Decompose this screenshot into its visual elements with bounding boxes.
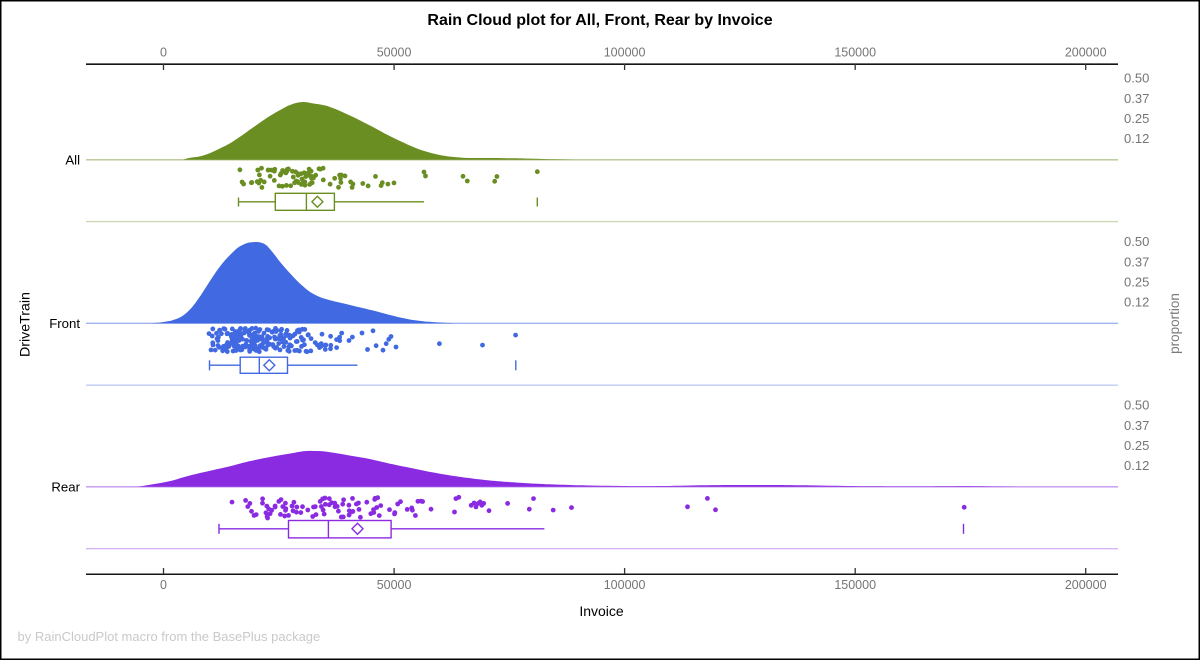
svg-text:50000: 50000 [377, 46, 412, 60]
svg-text:150000: 150000 [834, 46, 876, 60]
svg-text:0.12: 0.12 [1124, 131, 1149, 146]
svg-text:100000: 100000 [604, 578, 646, 592]
svg-text:Rain Cloud plot for All, Front: Rain Cloud plot for All, Front, Rear by … [427, 12, 772, 29]
svg-text:0.25: 0.25 [1124, 438, 1149, 453]
svg-text:0.50: 0.50 [1124, 71, 1149, 86]
svg-text:0.50: 0.50 [1124, 234, 1149, 249]
svg-text:50000: 50000 [377, 578, 412, 592]
svg-text:0.25: 0.25 [1124, 275, 1149, 290]
svg-text:0.12: 0.12 [1124, 458, 1149, 473]
svg-text:0: 0 [160, 578, 167, 592]
svg-text:0.37: 0.37 [1124, 91, 1149, 106]
svg-text:0.12: 0.12 [1124, 295, 1149, 310]
svg-text:200000: 200000 [1065, 46, 1107, 60]
svg-text:proportion: proportion [1167, 293, 1182, 354]
svg-text:0.50: 0.50 [1124, 398, 1149, 413]
svg-text:All: All [65, 153, 80, 168]
svg-text:Invoice: Invoice [579, 603, 624, 619]
svg-text:200000: 200000 [1065, 578, 1107, 592]
svg-text:100000: 100000 [604, 46, 646, 60]
svg-text:0: 0 [160, 46, 167, 60]
svg-text:Rear: Rear [51, 480, 80, 495]
svg-text:DriveTrain: DriveTrain [18, 292, 34, 357]
svg-text:by RainCloudPlot macro from th: by RainCloudPlot macro from the BasePlus… [18, 629, 321, 644]
svg-text:150000: 150000 [834, 578, 876, 592]
svg-text:0.25: 0.25 [1124, 111, 1149, 126]
svg-text:0.37: 0.37 [1124, 418, 1149, 433]
svg-text:0.37: 0.37 [1124, 254, 1149, 269]
svg-text:Front: Front [49, 316, 80, 331]
